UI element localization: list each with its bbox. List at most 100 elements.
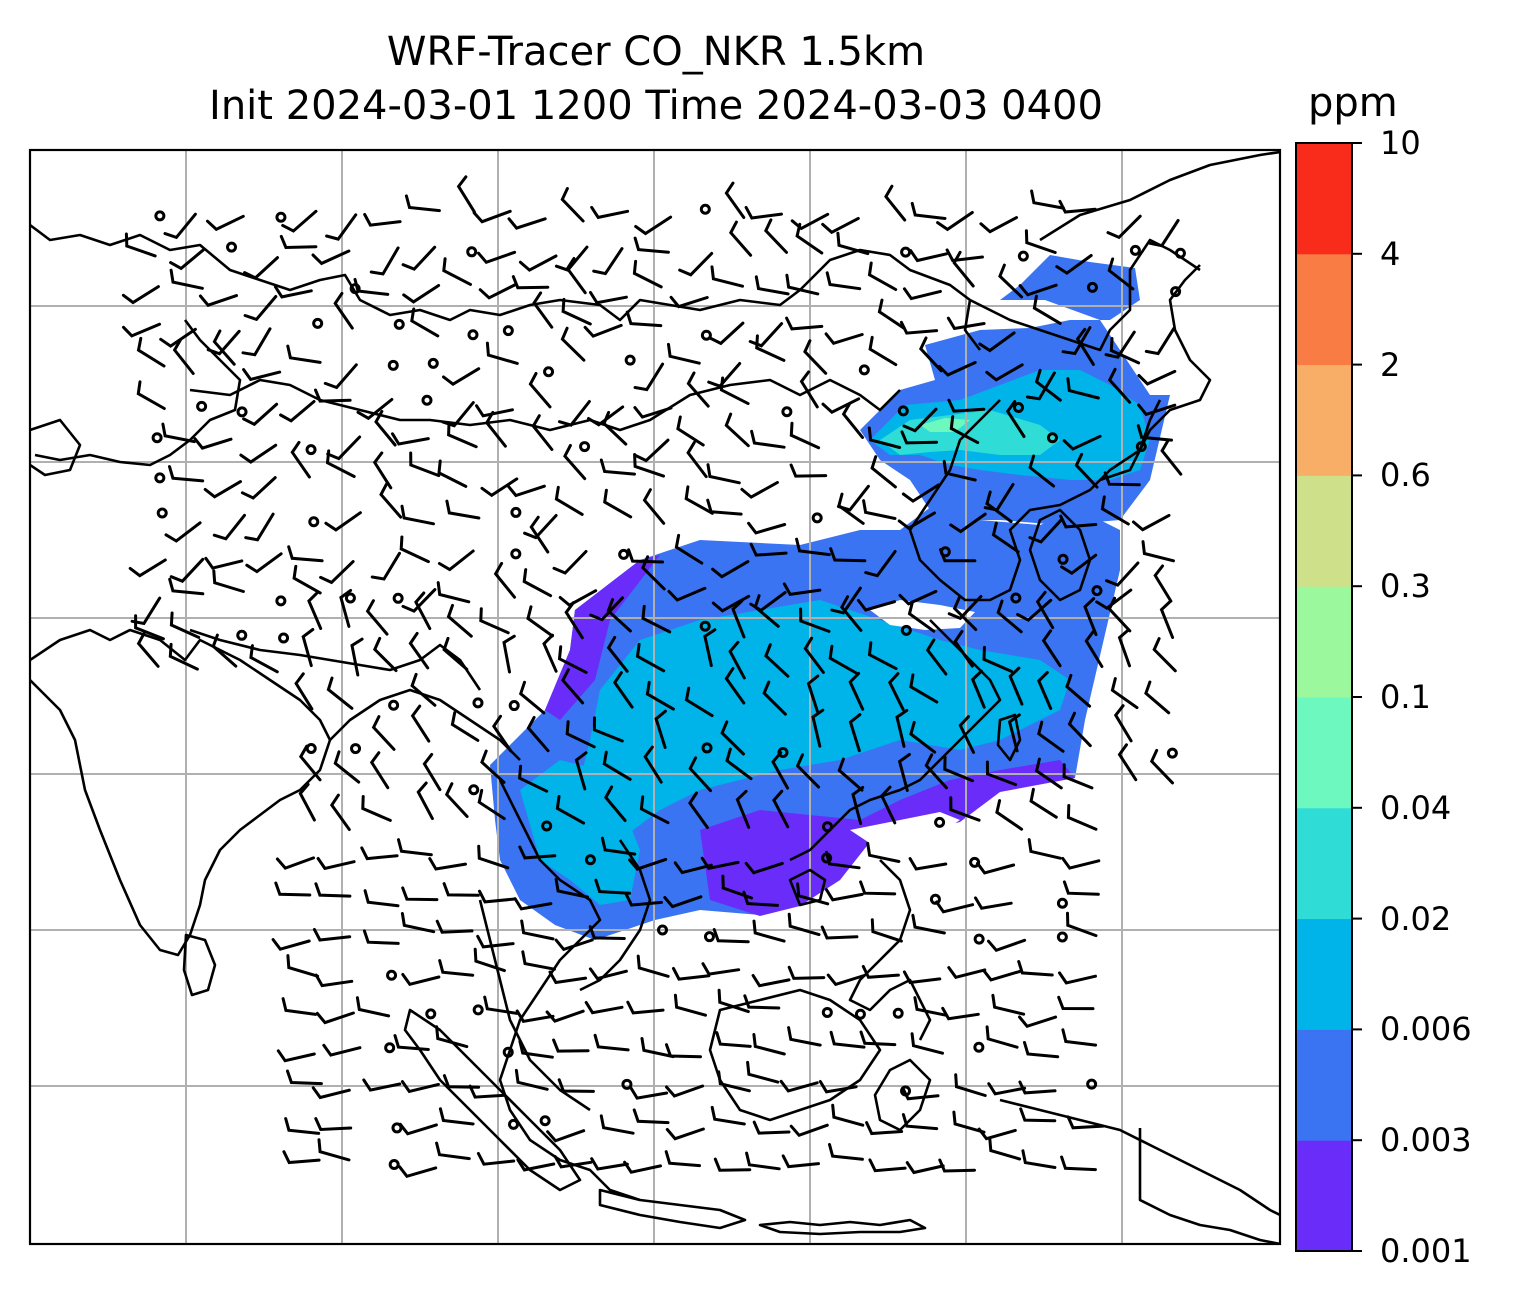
wind-barb <box>526 715 550 753</box>
map-frame <box>28 148 1282 1246</box>
wind-barb <box>795 753 821 789</box>
wind-barb <box>796 882 830 906</box>
calm-wind-marker <box>392 592 404 604</box>
wind-barb <box>1058 199 1097 214</box>
wind-barb <box>625 310 663 328</box>
colorbar-tick-label: 0.006 <box>1380 1010 1472 1049</box>
wind-barb <box>821 216 860 235</box>
wind-barb <box>806 674 820 714</box>
wind-barb <box>908 857 948 871</box>
wind-barb <box>985 1025 1019 1049</box>
wind-barb <box>447 421 478 449</box>
wind-barb <box>1021 1149 1057 1169</box>
wind-barb <box>239 443 278 464</box>
wind-barb <box>764 218 788 254</box>
wind-barb <box>360 846 399 861</box>
wind-barb <box>286 954 320 978</box>
wind-barb <box>901 483 940 503</box>
wind-barb <box>546 1129 586 1143</box>
calm-wind-marker <box>508 700 520 712</box>
wind-barb <box>772 789 790 829</box>
wind-barb <box>982 968 1022 982</box>
wind-barb <box>740 481 779 499</box>
map-subtitle: Init 2024-03-01 1200 Time 2024-03-03 040… <box>209 83 1103 129</box>
calm-wind-marker <box>624 354 636 366</box>
wind-barb <box>824 332 864 346</box>
wind-barb <box>314 882 352 898</box>
calm-wind-marker <box>934 816 946 828</box>
wind-barb <box>563 444 587 481</box>
wind-barb <box>785 316 824 331</box>
coast-borneo <box>708 988 882 1122</box>
wind-barb <box>1149 748 1174 785</box>
wind-barb <box>1037 720 1065 753</box>
wind-barb <box>484 410 507 448</box>
wind-barb <box>548 970 588 985</box>
calm-wind-marker <box>1057 553 1069 565</box>
wind-barb <box>633 438 670 463</box>
wind-barb <box>724 667 746 705</box>
colorbar-swatch <box>1296 475 1352 587</box>
wind-barb <box>212 329 236 366</box>
wind-barb <box>905 1161 945 1175</box>
wind-barb <box>824 888 864 902</box>
wind-barb <box>168 465 205 483</box>
wind-barb <box>684 686 714 718</box>
wind-barb <box>811 708 825 748</box>
wind-barb <box>554 938 594 952</box>
wind-barb <box>311 1086 351 1100</box>
wind-barb <box>1062 434 1102 451</box>
wind-barb <box>674 533 704 565</box>
wind-barb <box>292 564 322 595</box>
wind-barb <box>286 344 322 364</box>
wind-barb <box>379 482 403 519</box>
colorbar <box>1295 142 1362 1252</box>
colorbar-swatch <box>1296 364 1352 476</box>
colorbar-tick-label: 4 <box>1380 234 1401 273</box>
wind-barb <box>1017 960 1054 977</box>
wind-barb <box>826 973 866 987</box>
wind-barb <box>371 715 396 751</box>
calm-wind-marker <box>236 629 248 641</box>
wind-barb <box>416 781 434 821</box>
wind-barb <box>995 799 1024 831</box>
wind-barb <box>329 793 351 831</box>
tracer-high-south <box>520 760 640 905</box>
wind-barb <box>206 214 245 232</box>
calm-wind-marker <box>278 632 290 644</box>
wind-barb <box>942 459 977 482</box>
wind-barb <box>435 919 474 934</box>
calm-wind-marker <box>393 318 405 330</box>
wind-barb <box>907 600 936 633</box>
wind-barb <box>515 1009 555 1023</box>
calm-wind-marker <box>391 1122 403 1134</box>
calm-wind-marker <box>308 516 320 528</box>
wind-barb <box>513 897 553 911</box>
wind-barb <box>1059 514 1098 529</box>
wind-barb <box>913 996 948 1017</box>
wind-barb <box>169 247 206 271</box>
wind-barb <box>1028 518 1063 544</box>
wind-barb <box>888 672 905 711</box>
calm-wind-marker <box>305 444 317 456</box>
wind-barb <box>725 747 753 781</box>
wind-barb <box>627 548 665 564</box>
colorbar-swatch <box>1296 1029 1352 1141</box>
wind-barb <box>271 938 311 951</box>
wind-barb <box>446 603 473 638</box>
wind-barb <box>946 316 986 331</box>
wind-barb <box>752 1033 786 1056</box>
calm-wind-marker <box>821 1006 833 1018</box>
wind-barb <box>284 1117 321 1135</box>
wind-barb <box>365 599 389 636</box>
wind-barb <box>557 645 588 674</box>
wind-barb <box>868 335 898 367</box>
calm-wind-marker <box>387 359 399 371</box>
wind-barb <box>314 973 354 988</box>
wind-barb <box>848 671 865 711</box>
calm-wind-marker <box>350 743 362 755</box>
wind-barb <box>1060 1155 1097 1172</box>
wind-barb <box>279 400 316 423</box>
wind-barb <box>745 1151 781 1171</box>
wind-barb <box>1083 597 1098 637</box>
